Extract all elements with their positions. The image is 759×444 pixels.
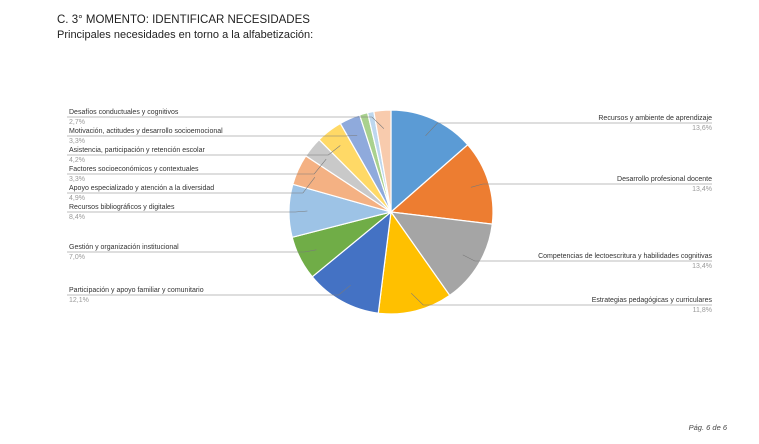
slice-value-label: 8,4% xyxy=(69,214,85,221)
slice-label: Recursos bibliográficos y digitales xyxy=(69,204,175,211)
slice-value-label: 4,9% xyxy=(69,195,85,202)
slice-value-label: 13,4% xyxy=(692,263,712,270)
slice-label: Desafíos conductuales y cognitivos xyxy=(69,109,179,116)
slice-value-label: 13,4% xyxy=(692,186,712,193)
pie-slice xyxy=(373,109,392,213)
slice-label: Factores socioeconómicos y contextuales xyxy=(69,166,199,173)
slice-leader xyxy=(425,122,712,137)
slice-label: Recursos y ambiente de aprendizaje xyxy=(598,115,712,122)
pie-slice xyxy=(377,210,451,315)
slice-label: Competencias de lectoescritura y habilid… xyxy=(538,253,712,260)
slice-value-label: 3,3% xyxy=(69,138,85,145)
slice-leader xyxy=(67,116,385,129)
page-subtitle: Principales necesidades en torno a la al… xyxy=(57,29,314,41)
slice-leader xyxy=(67,210,308,213)
pie-slice xyxy=(389,143,494,225)
slice-label: Gestión y organización institucional xyxy=(69,244,179,251)
pie-slice xyxy=(390,109,469,214)
pie-slice xyxy=(311,210,392,314)
pie-slice xyxy=(389,211,493,297)
slice-leader xyxy=(410,292,712,306)
slice-value-label: 4,2% xyxy=(69,157,85,164)
slice-value-label: 11,8% xyxy=(693,307,712,314)
slice-label: Apoyo especializado y atención a la dive… xyxy=(69,185,214,192)
slice-value-label: 13,6% xyxy=(692,125,712,132)
slice-label: Desarrollo profesional docente xyxy=(617,176,712,183)
slice-leader xyxy=(67,158,327,175)
page-title: C. 3° MOMENTO: IDENTIFICAR NECESIDADES xyxy=(57,14,310,26)
slice-label: Asistencia, participación y retención es… xyxy=(69,147,205,154)
slice-leader xyxy=(462,254,712,262)
slice-leader xyxy=(67,145,341,156)
heading: C. 3° MOMENTO: IDENTIFICAR NECESIDADES P… xyxy=(57,12,313,43)
slice-label: Participación y apoyo familiar y comunit… xyxy=(69,287,204,294)
slice-value-label: 3,3% xyxy=(69,176,85,183)
slice-leader xyxy=(67,249,317,253)
slice-leader xyxy=(67,177,316,194)
slice-leader xyxy=(67,135,358,137)
slice-leader xyxy=(67,284,351,296)
page-number: Pág. 6 de 6 xyxy=(688,423,727,432)
slice-leader xyxy=(470,183,712,188)
slice-label: Motivación, actitudes y desarrollo socio… xyxy=(69,128,223,135)
slice-value-label: 2,7% xyxy=(69,119,85,126)
slice-value-label: 7,0% xyxy=(69,254,85,261)
slice-label: Estrategias pedagógicas y curriculares xyxy=(592,297,713,304)
slice-value-label: 12,1% xyxy=(69,297,89,304)
